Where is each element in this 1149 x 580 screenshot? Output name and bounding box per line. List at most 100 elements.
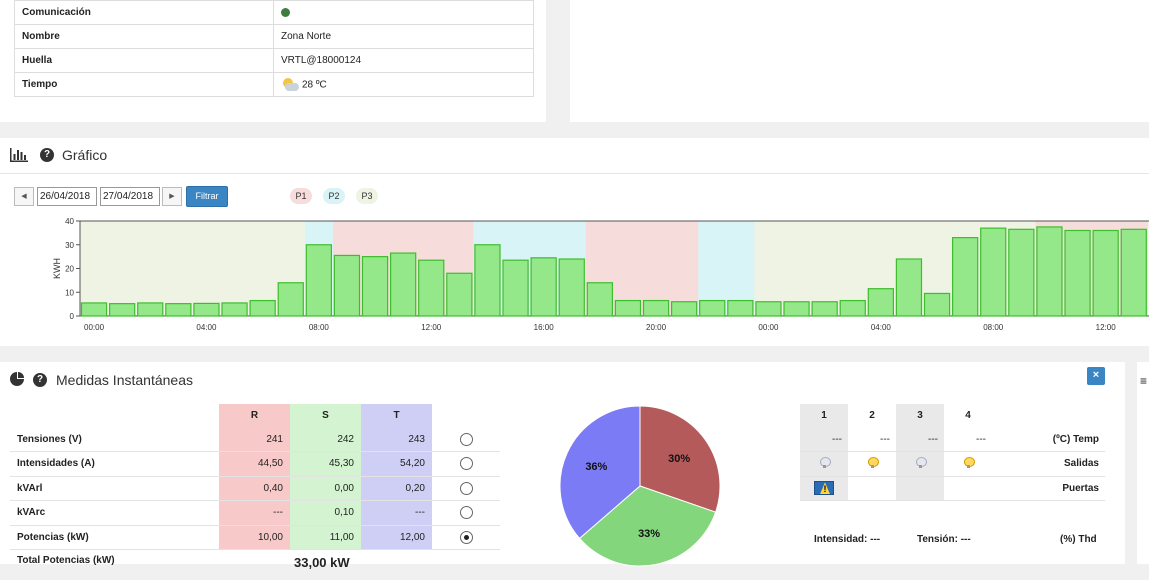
measure-row-kvarl: kVArl 0,40 0,00 0,20 xyxy=(10,476,500,501)
measure-radio-selected[interactable] xyxy=(459,530,473,544)
chart-bar[interactable] xyxy=(670,301,698,317)
phase-header-r: R xyxy=(219,404,290,427)
channel-header: 1 xyxy=(800,404,848,427)
measure-value: 0,40 xyxy=(219,476,290,501)
x-tick-label: 12:00 xyxy=(1096,323,1117,332)
temp-value: --- xyxy=(800,427,848,452)
chart-bar[interactable] xyxy=(80,302,108,317)
next-date-button[interactable]: ▶ xyxy=(162,187,182,206)
measure-label: kVArl xyxy=(10,476,219,501)
chart-bar[interactable] xyxy=(333,254,361,317)
x-tick-label: 08:00 xyxy=(983,323,1004,332)
chart-bar[interactable] xyxy=(895,258,923,317)
temp-value: --- xyxy=(944,427,992,452)
chart-bar[interactable] xyxy=(783,301,810,317)
period-band xyxy=(810,221,840,316)
chart-bar[interactable] xyxy=(305,244,332,317)
chart-bar[interactable] xyxy=(755,301,782,317)
info-row-comunicacion: Comunicación xyxy=(14,0,534,25)
x-tick-label: 04:00 xyxy=(196,323,217,332)
date-from-input[interactable]: 26/04/2018 xyxy=(37,187,97,206)
bulb-on-icon[interactable] xyxy=(963,456,975,468)
chart-bar[interactable] xyxy=(108,303,136,317)
chart-bar[interactable] xyxy=(277,282,304,317)
help-icon[interactable]: ? xyxy=(33,373,47,387)
chart-bar[interactable] xyxy=(418,259,445,317)
measure-value: 241 xyxy=(219,427,290,452)
chart-bar[interactable] xyxy=(193,302,220,317)
chart-bar[interactable] xyxy=(951,237,979,317)
close-button[interactable]: × xyxy=(1087,367,1105,385)
info-row-nombre: Nombre Zona Norte xyxy=(14,24,534,49)
chart-bar[interactable] xyxy=(1008,228,1035,317)
chart-bar[interactable] xyxy=(249,299,276,317)
chart-bar[interactable] xyxy=(221,302,248,317)
chart-bar[interactable] xyxy=(586,282,613,317)
measure-radio[interactable] xyxy=(459,506,473,520)
chart-bar[interactable] xyxy=(923,292,951,317)
medidas-panel: ? Medidas Instantáneas × R S T Tensiones… xyxy=(0,362,1125,567)
info-row-huella: Huella VRTL@18000124 xyxy=(14,48,534,73)
prev-date-button[interactable]: ◀ xyxy=(14,187,34,206)
measure-value: 12,00 xyxy=(361,525,432,550)
info-label: Tiempo xyxy=(14,72,274,97)
measure-value: 11,00 xyxy=(290,525,361,550)
chart-bar[interactable] xyxy=(811,301,838,317)
chart-bar[interactable] xyxy=(390,252,417,317)
pie-slice[interactable] xyxy=(559,405,641,540)
info-value: 28 ºC xyxy=(273,72,534,97)
date-to-input[interactable]: 27/04/2018 xyxy=(100,187,160,206)
info-label: Huella xyxy=(14,48,274,73)
measure-value: 54,20 xyxy=(361,451,432,477)
help-icon[interactable]: ? xyxy=(40,148,54,162)
measure-row-kvarc: kVArc --- 0,10 --- xyxy=(10,500,500,526)
measure-radio[interactable] xyxy=(459,457,473,471)
bulb-on-icon[interactable] xyxy=(867,456,879,468)
chart-bar[interactable] xyxy=(1064,229,1091,317)
bulb-off-icon[interactable] xyxy=(915,456,927,468)
period-badge-p2: P2 xyxy=(323,188,345,204)
y-tick-label: 40 xyxy=(65,217,74,226)
chart-bar[interactable] xyxy=(614,299,642,317)
y-axis-label: KWH xyxy=(52,258,62,279)
chart-bar[interactable] xyxy=(137,302,164,317)
chart-bar[interactable] xyxy=(446,272,473,317)
doors-label: Puertas xyxy=(992,476,1105,501)
y-tick-label: 20 xyxy=(65,265,74,274)
measure-radio[interactable] xyxy=(459,432,473,446)
pie-slice[interactable] xyxy=(639,405,721,513)
chart-bar[interactable] xyxy=(699,299,726,317)
chart-panel: ? Gráfico ◀ 26/04/2018 27/04/2018 ▶ Filt… xyxy=(0,138,1149,346)
menu-icon[interactable]: ≡ xyxy=(1140,374,1148,388)
chart-bar[interactable] xyxy=(839,299,866,317)
measure-value: 243 xyxy=(361,427,432,452)
chart-bar[interactable] xyxy=(530,257,557,317)
chart-bar[interactable] xyxy=(558,258,585,317)
thd-label: (%) Thd xyxy=(1060,534,1097,545)
chart-bar[interactable] xyxy=(727,299,754,317)
chart-bar[interactable] xyxy=(361,256,389,317)
measure-value: 242 xyxy=(290,427,361,452)
pie-slice[interactable] xyxy=(578,485,717,567)
chart-bar[interactable] xyxy=(1120,228,1147,317)
bulb-off-icon[interactable] xyxy=(819,456,831,468)
chart-bar[interactable] xyxy=(642,299,670,317)
intensidad-label: Intensidad: --- xyxy=(814,534,881,545)
chart-bar[interactable] xyxy=(980,227,1007,317)
x-tick-label: 12:00 xyxy=(421,323,442,332)
chart-bar[interactable] xyxy=(165,303,192,317)
io-row-temp: --- --- --- --- (ºC) Temp xyxy=(800,427,1105,452)
period-band xyxy=(670,221,699,316)
filter-button[interactable]: Filtrar xyxy=(186,186,228,207)
measure-value: 0,20 xyxy=(361,476,432,501)
chart-bar[interactable] xyxy=(1092,229,1119,317)
chart-bar[interactable] xyxy=(502,259,529,317)
io-row-puertas: Puertas xyxy=(800,476,1105,501)
pie-slice-label: 30% xyxy=(668,453,690,465)
chart-bar[interactable] xyxy=(1036,226,1063,317)
chart-bar[interactable] xyxy=(474,244,501,317)
chart-bar[interactable] xyxy=(867,288,894,317)
info-value: VRTL@18000124 xyxy=(273,48,534,73)
side-panel-edge: ≡ xyxy=(1137,362,1149,564)
measure-radio[interactable] xyxy=(459,481,473,495)
